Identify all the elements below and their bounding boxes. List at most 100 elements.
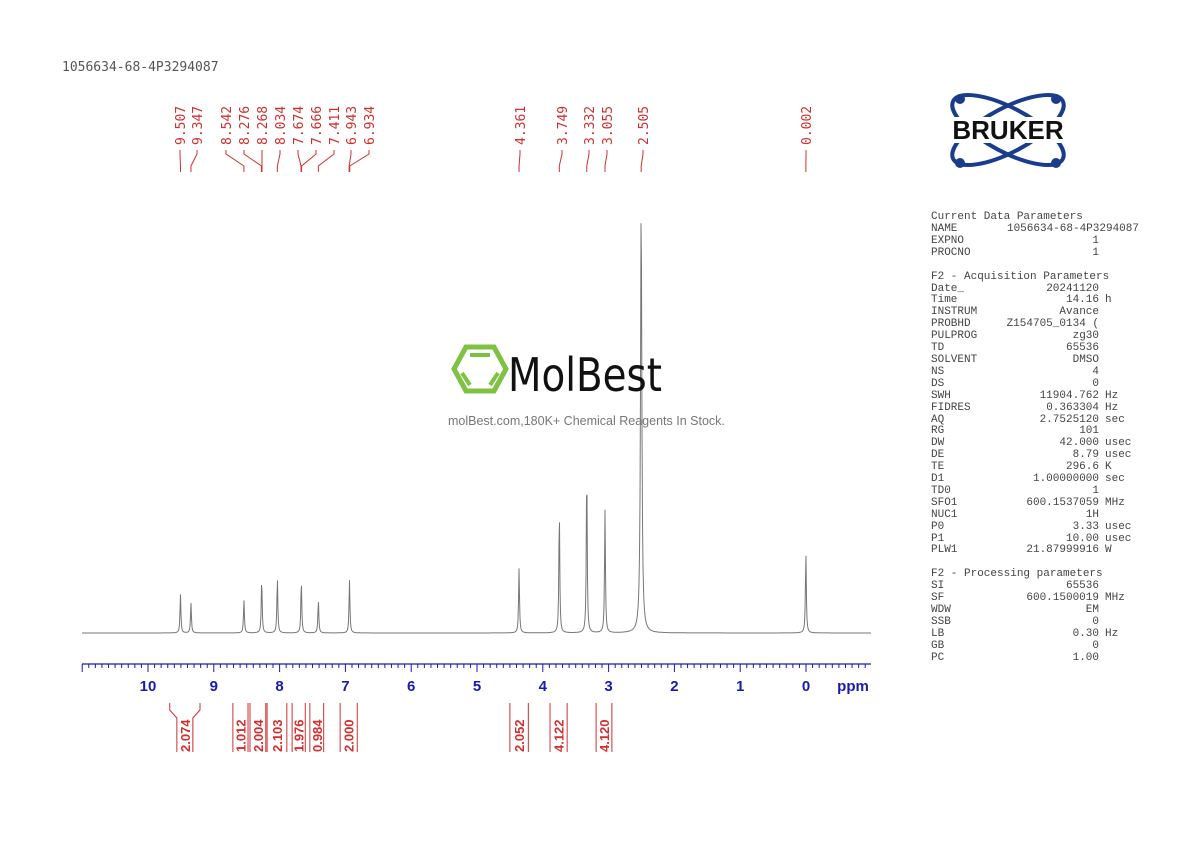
parameter-name: P1: [931, 532, 945, 545]
x-tick-label: 0: [802, 678, 810, 695]
parameter-row: NS 4: [931, 365, 1139, 379]
parameter-unit: usec: [1105, 520, 1132, 533]
parameter-unit: [1099, 307, 1139, 319]
parameter-value: 101: [1079, 425, 1099, 438]
x-tick-label: 9: [210, 678, 218, 695]
parameter-unit: MHz: [1105, 496, 1125, 509]
parameter-value: 1.00: [1072, 651, 1099, 664]
peak-labels: 9.507 9.347 8.542 8.276 8.268 8.034 7.674 7.666…: [174, 106, 815, 172]
parameter-row: RG 101: [931, 426, 1139, 438]
parameter-value: 1: [1092, 234, 1099, 247]
peak-label: 4.361: [514, 106, 529, 145]
integral-value: 0.984: [310, 719, 325, 752]
peak-label: 8.542: [220, 106, 235, 145]
parameter-row: WDW EM: [931, 604, 1139, 617]
parameter-row: LB 0.30 Hz: [931, 627, 1139, 641]
parameter-row: SFO1 600.1537059 MHz: [931, 496, 1139, 510]
parameter-name: SI: [931, 580, 945, 593]
x-tick-label: 4: [539, 678, 548, 695]
peak-label-connector: [243, 150, 262, 172]
peak-label-connector: [604, 150, 608, 172]
parameter-value: 21.87999916: [1026, 544, 1099, 557]
peak-label-connector: [518, 150, 521, 172]
integral-value: 2.052: [512, 719, 527, 752]
parameter-value: 0.363304: [1046, 401, 1099, 414]
peak-label: 3.749: [556, 106, 571, 145]
peak-label-connector: [276, 150, 281, 172]
parameter-unit: sec: [1105, 413, 1125, 426]
integral-value: 1.976: [292, 719, 307, 752]
parameter-name: NAME: [931, 222, 958, 235]
parameter-name: TE: [931, 461, 945, 474]
watermark-tagline: molBest.com,180K+ Chemical Reagents In S…: [448, 414, 725, 428]
parameter-name: TD: [931, 342, 945, 355]
parameter-row: PULPROG zg30: [931, 330, 1139, 343]
x-tick-label: 8: [275, 678, 283, 695]
parameter-name: PC: [931, 651, 945, 664]
peak-label: 6.934: [363, 106, 378, 145]
parameter-value: 1056634-68-4P3294087: [1006, 222, 1139, 235]
parameter-unit: [1099, 236, 1139, 248]
x-tick-label: 3: [604, 678, 612, 695]
parameter-name: SOLVENT: [931, 353, 978, 366]
parameter-value: 2.7525120: [1039, 413, 1099, 426]
parameter-unit: h: [1105, 294, 1112, 307]
parameter-unit: [1099, 319, 1139, 331]
parameter-value: 65536: [1065, 580, 1099, 593]
parameter-value: 600.1537059: [1026, 496, 1099, 509]
parameter-value: 0.30: [1072, 627, 1099, 640]
peak-label: 3.055: [601, 106, 616, 145]
parameter-row: NUC1 1H: [931, 509, 1139, 522]
parameter-row: P0 3.33 usec: [931, 520, 1139, 534]
parameter-row: DW 42.000 usec: [931, 437, 1139, 450]
parameter-row: INSTRUM Avance: [931, 306, 1139, 319]
integral-value: 2.074: [178, 719, 193, 752]
parameter-unit: [1099, 510, 1139, 522]
integral-value: 4.122: [552, 719, 567, 752]
parameter-name: PROCNO: [931, 246, 971, 259]
x-axis-label: ppm: [837, 678, 869, 695]
parameter-row: Time 14.16 h: [931, 295, 1139, 307]
parameter-unit: usec: [1105, 449, 1132, 462]
x-tick-label: 1: [736, 678, 744, 695]
parameter-name: TD0: [931, 484, 951, 497]
parameter-unit: [1099, 343, 1139, 355]
parameter-name: DE: [931, 449, 945, 462]
parameter-section-heading: F2 - Processing parameters: [931, 568, 1103, 581]
parameter-name: WDW: [931, 604, 951, 617]
integrals: 2.074 1.012 2.004 2.103 1.976 0.984 2.000 2.052…: [169, 703, 613, 752]
parameter-section-heading: F2 - Acquisition Parameters: [931, 270, 1110, 283]
parameter-unit: Hz: [1105, 401, 1119, 414]
parameter-name: D1: [931, 473, 945, 486]
peak-label-connector: [640, 150, 644, 172]
x-tick-label: 6: [407, 678, 415, 695]
svg-text:BRUKER: BRUKER: [952, 115, 1063, 145]
peak-label: 6.943: [345, 106, 360, 145]
integral-value: 2.103: [270, 719, 285, 752]
molbest-watermark: MolBest: [448, 343, 748, 408]
parameter-name: NS: [931, 365, 945, 378]
parameter-row: PLW1 21.87999916 W: [931, 545, 1139, 557]
parameter-row: SWH 11904.762 Hz: [931, 390, 1139, 403]
parameter-row: DE 8.79 usec: [931, 449, 1139, 462]
peak-label: 8.276: [238, 106, 253, 145]
parameter-row: Date_ 20241120: [931, 282, 1139, 296]
parameter-unit: [1099, 379, 1139, 391]
parameter-row: TD0 1: [931, 484, 1139, 498]
spectrum-line: [82, 223, 871, 634]
parameter-unit: [1099, 331, 1139, 343]
peak-label: 8.268: [256, 106, 271, 145]
parameter-value: 1.00000000: [1032, 473, 1099, 486]
peak-label: 3.332: [583, 106, 598, 145]
peak-label-connector: [348, 150, 352, 172]
peak-label-connector: [301, 150, 317, 172]
parameter-name: LB: [931, 627, 945, 640]
parameter-row: PROCNO 1: [931, 246, 1139, 260]
parameter-value: 0: [1092, 616, 1099, 628]
parameter-row: TD 65536: [931, 342, 1139, 355]
parameter-name: Date_: [931, 282, 965, 295]
parameter-value: 1: [1092, 246, 1099, 259]
peak-label: 9.507: [174, 106, 189, 145]
x-tick-label: 2: [670, 678, 678, 695]
